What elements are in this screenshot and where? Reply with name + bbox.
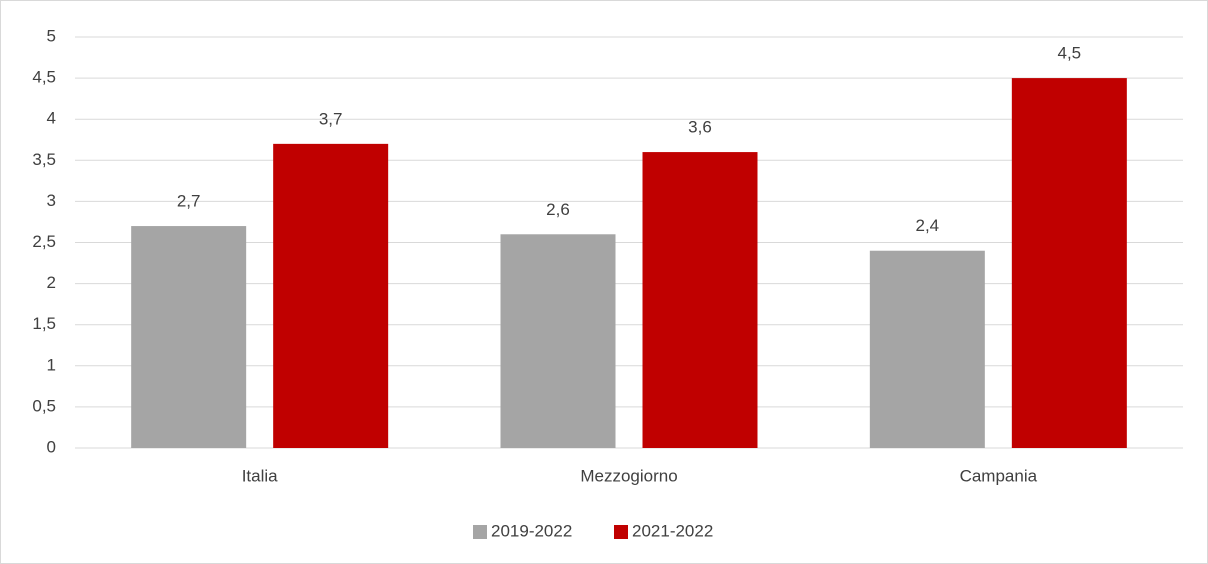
data-label: 4,5 — [1058, 44, 1082, 63]
legend-label: 2019-2022 — [491, 521, 572, 540]
y-tick-label: 4,5 — [32, 68, 56, 87]
y-tick-label: 0 — [47, 437, 56, 456]
data-label: 2,4 — [916, 216, 940, 235]
y-tick-label: 3,5 — [32, 150, 56, 169]
y-tick-label: 4 — [47, 109, 56, 128]
bar — [869, 250, 985, 448]
data-label: 2,6 — [546, 200, 570, 219]
x-tick-label: Mezzogiorno — [580, 466, 677, 485]
y-tick-label: 3 — [47, 191, 56, 210]
bar — [273, 143, 389, 449]
legend-swatch — [614, 525, 628, 539]
data-label: 3,7 — [319, 109, 343, 128]
y-tick-label: 0,5 — [32, 396, 56, 415]
x-tick-label: Campania — [960, 466, 1038, 485]
bar — [1011, 78, 1127, 448]
x-tick-label: Italia — [242, 466, 278, 485]
bar — [131, 226, 247, 448]
legend-label: 2021-2022 — [632, 521, 713, 540]
y-tick-label: 1,5 — [32, 314, 56, 333]
data-label: 2,7 — [177, 192, 201, 211]
legend-swatch — [473, 525, 487, 539]
bar — [642, 152, 758, 448]
y-tick-label: 5 — [47, 26, 56, 45]
data-label: 3,6 — [688, 118, 712, 137]
bar — [500, 234, 616, 448]
y-tick-label: 1 — [47, 355, 56, 374]
y-tick-label: 2 — [47, 273, 56, 292]
y-tick-label: 2,5 — [32, 232, 56, 251]
